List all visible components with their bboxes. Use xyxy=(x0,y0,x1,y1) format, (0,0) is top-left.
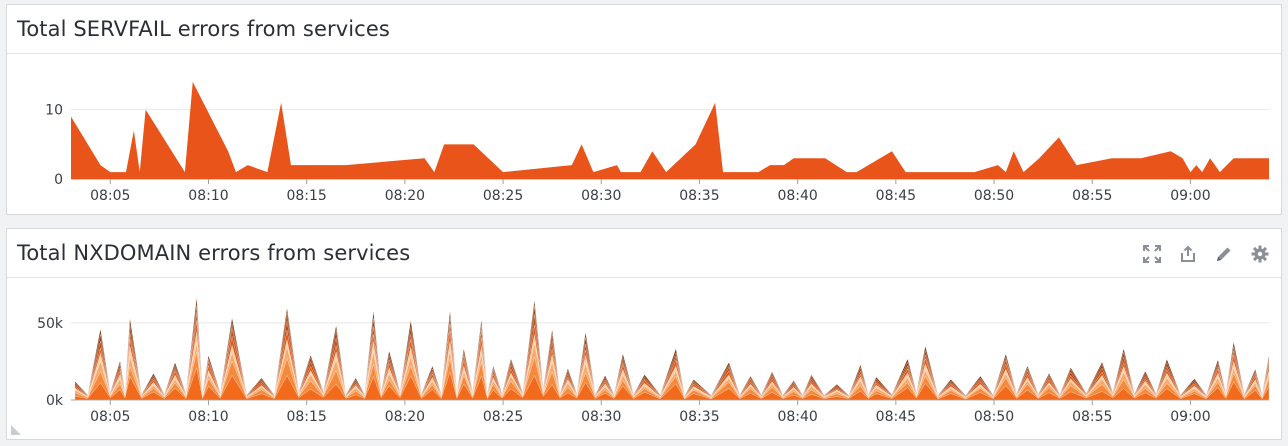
x-tick-label: 08:40 xyxy=(777,188,817,204)
x-tick-label: 08:15 xyxy=(286,188,326,204)
x-tick-label: 08:35 xyxy=(679,188,719,204)
x-tick-label: 09:00 xyxy=(1170,409,1210,425)
x-tick-label: 08:40 xyxy=(777,409,817,425)
x-tick-label: 09:00 xyxy=(1170,188,1210,204)
x-tick-label: 08:05 xyxy=(90,188,130,204)
panel-title: Total NXDOMAIN errors from services xyxy=(17,241,411,265)
panel-divider xyxy=(7,53,1281,54)
fullscreen-icon xyxy=(1143,245,1161,263)
nxdomain-chart[interactable]: 0k 50k 08:05 08:10 08:15 08:20 08:25 08:30 08:35… xyxy=(7,278,1281,440)
x-tick-label: 08:50 xyxy=(974,409,1014,425)
nxdomain-panel: Total NXDOMAIN errors from services xyxy=(6,228,1282,440)
x-tick-label: 08:15 xyxy=(286,409,326,425)
x-tick-label: 08:30 xyxy=(581,188,621,204)
x-tick-label: 08:35 xyxy=(679,409,719,425)
servfail-chart[interactable]: 0 10 08:05 08:10 08:15 08:20 08:25 08:30 08:35 08… xyxy=(7,54,1281,214)
y-tick-label: 50k xyxy=(37,316,64,332)
x-tick-label: 08:50 xyxy=(974,188,1014,204)
resize-handle[interactable] xyxy=(11,425,21,435)
share-button[interactable] xyxy=(1177,243,1199,265)
x-tick-label: 08:45 xyxy=(876,188,916,204)
nxdomain-series-area-7[interactable] xyxy=(74,297,1270,397)
x-tick-label: 08:30 xyxy=(581,409,621,425)
x-tick-label: 08:25 xyxy=(483,188,523,204)
x-tick-label: 08:20 xyxy=(385,188,425,204)
edit-pencil-icon xyxy=(1217,247,1231,261)
edit-button[interactable] xyxy=(1213,243,1235,265)
panel-title: Total SERVFAIL errors from services xyxy=(17,17,390,41)
x-tick-label: 08:10 xyxy=(188,409,228,425)
y-tick-label: 0 xyxy=(54,172,63,188)
x-tick-label: 08:20 xyxy=(385,409,425,425)
fullscreen-button[interactable] xyxy=(1141,243,1163,265)
x-tick-label: 08:55 xyxy=(1072,409,1112,425)
x-tick-label: 08:05 xyxy=(90,409,130,425)
x-tick-label: 08:25 xyxy=(483,409,523,425)
x-tick-label: 08:45 xyxy=(876,409,916,425)
settings-button[interactable] xyxy=(1249,243,1271,265)
panel-divider xyxy=(7,277,1281,278)
gear-icon xyxy=(1251,245,1269,263)
x-tick-label: 08:10 xyxy=(188,188,228,204)
share-icon xyxy=(1181,245,1195,262)
panel-toolbar xyxy=(1141,243,1271,265)
servfail-series-area[interactable] xyxy=(71,81,1269,179)
y-tick-label: 10 xyxy=(45,103,63,119)
x-tick-label: 08:55 xyxy=(1072,188,1112,204)
servfail-panel: Total SERVFAIL errors from services 0 10 0… xyxy=(6,4,1282,215)
y-tick-label: 0k xyxy=(46,393,64,409)
